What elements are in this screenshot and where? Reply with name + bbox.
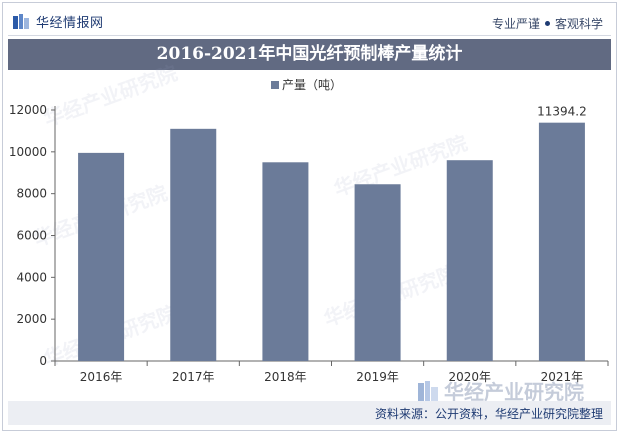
y-tick-label: 0 — [39, 354, 47, 368]
brand-name: 华经情报网 — [36, 16, 104, 31]
chart-title: 2016-2021年中国光纤预制棒产量统计 — [8, 39, 611, 70]
brand[interactable]: 华经情报网 — [12, 12, 104, 31]
x-tick-label: 2016年 — [80, 370, 123, 384]
y-tick-label: 6000 — [16, 229, 47, 243]
y-tick-label: 4000 — [16, 270, 47, 284]
source-note: 资料来源：公开资料，华经产业研究院整理 — [374, 407, 603, 421]
y-tick-label: 10000 — [9, 145, 47, 159]
legend-label: 产量（吨） — [282, 78, 342, 92]
brand-logo-icon — [13, 13, 29, 29]
bar — [78, 152, 125, 361]
bar — [446, 160, 493, 361]
x-tick-label: 2020年 — [448, 370, 491, 384]
header-tags: 专业严谨 客观科学 — [492, 15, 603, 32]
bar — [354, 184, 401, 361]
tag-right: 客观科学 — [554, 17, 603, 31]
header-bar: 华经情报网 专业严谨 客观科学 — [8, 8, 611, 36]
y-tick-label: 12000 — [9, 103, 47, 117]
y-tick-label: 2000 — [16, 312, 47, 326]
data-label: 11394.2 — [537, 105, 587, 119]
bar — [170, 128, 217, 361]
x-tick-label: 2019年 — [356, 370, 399, 384]
legend-swatch — [271, 81, 279, 89]
y-tick-label: 8000 — [16, 187, 47, 201]
tag-left: 专业严谨 — [491, 17, 540, 31]
separator-dot-icon — [544, 21, 550, 26]
x-tick-label: 2017年 — [172, 370, 215, 384]
footer-bar: 资料来源：公开资料，华经产业研究院整理 — [8, 401, 611, 425]
bar — [538, 122, 585, 361]
x-tick-label: 2021年 — [541, 370, 584, 384]
bar — [262, 162, 309, 361]
x-tick-label: 2018年 — [264, 370, 307, 384]
